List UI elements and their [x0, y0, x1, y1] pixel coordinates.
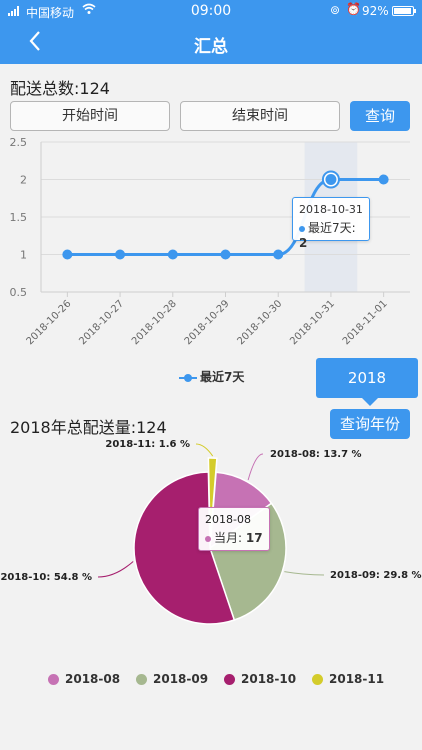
carrier-name: 中国移动: [26, 6, 75, 20]
battery-percent: 92%: [362, 4, 389, 18]
legend-label: 2018-09: [153, 672, 209, 686]
tooltip-date: 2018-10-31: [299, 203, 363, 216]
year-total-label: 2018年总配送量:124: [10, 418, 167, 437]
x-tick-label: 2018-10-28: [130, 298, 179, 347]
legend-swatch: [312, 674, 323, 685]
y-tick-label: 2.5: [10, 136, 28, 149]
tooltip-series-name: 当月: [214, 531, 239, 545]
data-point: [62, 249, 73, 260]
legend-swatch: [48, 674, 59, 685]
x-tick-label: 2018-10-27: [77, 298, 126, 347]
legend-series-label: 最近7天: [200, 370, 245, 384]
signal-icon: [8, 6, 22, 16]
legend-swatch: [136, 674, 147, 685]
legend-label: 2018-10: [241, 672, 297, 686]
x-tick-label: 2018-10-26: [25, 298, 74, 347]
delivery-total-label: 配送总数:124: [10, 79, 110, 98]
rotation-lock-icon: ⊚: [330, 3, 341, 17]
x-tick-label: 2018-10-30: [235, 298, 284, 347]
x-tick-label: 2018-10-31: [288, 298, 337, 347]
data-point: [115, 249, 126, 260]
legend-label: 2018-11: [329, 672, 385, 686]
pie-leader-line: [97, 561, 134, 578]
pie-legend-item[interactable]: 2018-09: [136, 672, 208, 686]
data-point: [325, 174, 337, 185]
alarm-icon: ⏰: [346, 2, 361, 16]
pie-legend-item[interactable]: 2018-08: [48, 672, 120, 686]
tooltip-month: 2018-08: [205, 513, 251, 526]
pie-slice-label: 2018-11: 1.6 %: [105, 439, 190, 450]
x-tick-label: 2018-10-29: [183, 298, 232, 347]
pie-leader-line: [284, 571, 325, 576]
year-tooltip: 2018: [316, 358, 418, 406]
y-tick-label: 2: [20, 174, 27, 187]
pie-slice-label: 2018-09: 29.8 %: [330, 570, 422, 581]
pie-legend-item[interactable]: 2018-10: [224, 672, 296, 686]
clock: 09:00: [190, 3, 232, 19]
query-button[interactable]: 查询: [350, 101, 410, 131]
data-point: [273, 249, 284, 260]
pie-chart-legend[interactable]: 2018-08 2018-09 2018-10 2018-11: [48, 672, 408, 688]
data-point: [167, 249, 178, 260]
page-title: 汇总: [194, 37, 228, 57]
pie-leader-line: [247, 453, 264, 481]
wifi-icon: [82, 3, 96, 18]
x-tick-label: 2018-11-01: [341, 298, 390, 347]
query-year-button[interactable]: 查询年份: [330, 409, 410, 439]
tooltip-series-dot: [299, 225, 305, 232]
pie-leader-line: [195, 443, 214, 457]
status-bar: 中国移动 09:00 ⊚ ⏰ 92%: [0, 0, 422, 22]
back-button[interactable]: [28, 30, 42, 52]
line-chart-tooltip: 2018-10-31 最近7天: 2: [292, 197, 370, 250]
y-tick-label: 0.5: [10, 286, 28, 299]
tooltip-value: 2: [299, 236, 308, 250]
y-tick-label: 1: [20, 249, 27, 262]
line-chart-legend[interactable]: 最近7天: [179, 368, 244, 385]
chevron-left-icon: [29, 31, 40, 51]
pie-slice-label: 2018-08: 13.7 %: [270, 449, 362, 460]
tooltip-value: 17: [245, 531, 263, 545]
legend-line-marker: [179, 373, 197, 383]
nav-bar: 汇总: [0, 22, 422, 64]
end-time-button[interactable]: 结束时间: [180, 101, 340, 131]
pie-chart-tooltip: 2018-08 当月: 17: [198, 507, 270, 551]
y-tick-label: 1.5: [10, 211, 28, 224]
pie-slice-label: 2018-10: 54.8 %: [0, 572, 92, 583]
battery-icon: [392, 6, 416, 16]
data-point: [220, 249, 231, 260]
tooltip-series-name: 最近7天: [308, 221, 352, 235]
tooltip-series-dot: [205, 535, 211, 542]
legend-label: 2018-08: [65, 672, 121, 686]
data-point: [378, 174, 389, 185]
pie-legend-item[interactable]: 2018-11: [312, 672, 384, 686]
legend-swatch: [224, 674, 235, 685]
start-time-button[interactable]: 开始时间: [10, 101, 170, 131]
pie-slice: [133, 471, 236, 625]
